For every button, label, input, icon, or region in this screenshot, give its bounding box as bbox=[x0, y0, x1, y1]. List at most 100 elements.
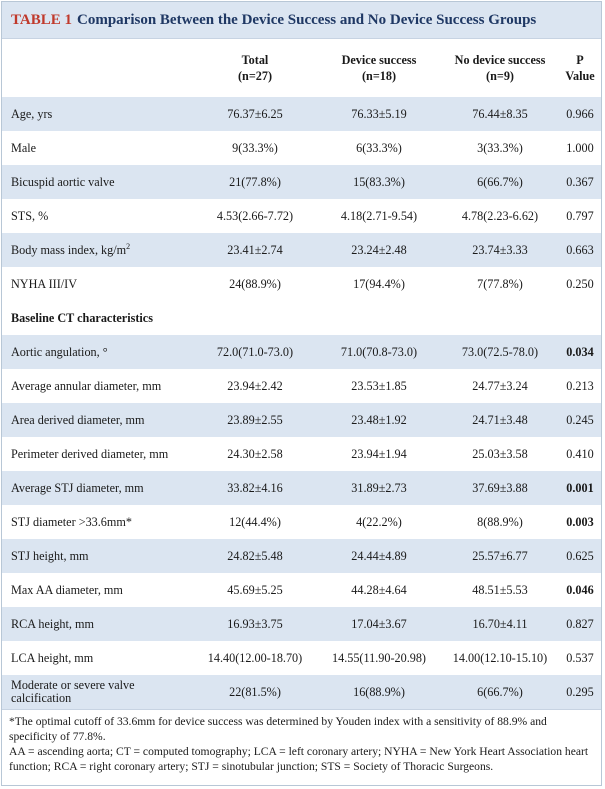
cell-no-device-success: 8(88.9%) bbox=[477, 514, 523, 529]
table-row: LCA height, mm 14.40(12.00-18.70) 14.55(11… bbox=[2, 641, 601, 675]
header-row: Total (n=27) Device success (n=18) No devi… bbox=[2, 39, 601, 97]
cell-no-device-success: 6(66.7%) bbox=[441, 165, 559, 199]
cell-p-value: 0.625 bbox=[559, 539, 601, 573]
cell-device-success: 23.48±1.92 bbox=[317, 403, 441, 437]
cell-device-success: 15(83.3%) bbox=[317, 165, 441, 199]
cell-no-device-success: 73.0(72.5-78.0) bbox=[441, 335, 559, 369]
row-label: Area derived diameter, mm bbox=[2, 403, 193, 437]
cell-no-device-success: 16.70±4.11 bbox=[441, 607, 559, 641]
cell-device-success: 23.94±1.94 bbox=[351, 446, 407, 461]
footnote-abbreviations: AA = ascending aorta; CT = computed tomo… bbox=[9, 745, 589, 773]
table-row: Male 9(33.3%) 6(33.3%) 3(33.3%) 1.000 bbox=[2, 131, 601, 165]
row-label: Male bbox=[11, 140, 37, 155]
row-label: Average annular diameter, mm bbox=[11, 378, 162, 393]
row-label: Body mass index, kg/m2 bbox=[2, 233, 193, 267]
cell-no-device-success: 24.77±3.24 bbox=[472, 378, 528, 393]
cell-p-value: 1.000 bbox=[566, 140, 594, 155]
cell-device-success: 6(33.3%) bbox=[356, 140, 402, 155]
cell-device-success: 76.33±5.19 bbox=[317, 97, 441, 131]
cell-p-value: 0.966 bbox=[559, 97, 601, 131]
cell-device-success: 71.0(70.8-73.0) bbox=[317, 335, 441, 369]
cell-p-value: 0.034 bbox=[559, 335, 601, 369]
cell-total: 4.53(2.66-7.72) bbox=[216, 208, 294, 223]
cell-total: 23.89±2.55 bbox=[193, 403, 317, 437]
table-row: Age, yrs 76.37±6.25 76.33±5.19 76.44±8.35 0.… bbox=[2, 97, 601, 131]
row-label: STS, % bbox=[11, 208, 49, 223]
cell-total: 24.82±5.48 bbox=[193, 539, 317, 573]
row-label: STJ height, mm bbox=[2, 539, 193, 573]
cell-device-success: 16(88.9%) bbox=[317, 675, 441, 709]
cell-no-device-success: 37.69±3.88 bbox=[441, 471, 559, 505]
cell-device-success: 4(22.2%) bbox=[356, 514, 402, 529]
cell-no-device-success: 4.78(2.23-6.62) bbox=[461, 208, 539, 223]
header-p-value: P Value bbox=[565, 53, 595, 83]
row-label: Moderate or severe valve calcification bbox=[2, 675, 193, 709]
cell-total: 33.82±4.16 bbox=[193, 471, 317, 505]
cell-no-device-success: 48.51±5.53 bbox=[472, 582, 528, 597]
table-row: Bicuspid aortic valve 21(77.8%) 15(83.3%) 6… bbox=[2, 165, 601, 199]
cell-no-device-success: 3(33.3%) bbox=[477, 140, 523, 155]
cell-total: 12(44.4%) bbox=[229, 514, 281, 529]
table-footnotes: *The optimal cutoff of 33.6mm for device… bbox=[2, 709, 601, 774]
cell-p-value: 0.046 bbox=[566, 582, 594, 597]
cell-total: 23.41±2.74 bbox=[193, 233, 317, 267]
cell-total: 23.94±2.42 bbox=[227, 378, 283, 393]
cell-p-value: 0.367 bbox=[559, 165, 601, 199]
cell-no-device-success: 25.57±6.77 bbox=[441, 539, 559, 573]
header-total: Total (n=27) bbox=[237, 53, 273, 83]
cell-total: 24(88.9%) bbox=[229, 276, 281, 291]
cell-p-value: 0.213 bbox=[566, 378, 594, 393]
cell-p-value: 0.827 bbox=[559, 607, 601, 641]
cell-device-success: 24.44±4.89 bbox=[317, 539, 441, 573]
cell-device-success: 17.04±3.67 bbox=[317, 607, 441, 641]
cell-total: 76.37±6.25 bbox=[193, 97, 317, 131]
table-row: RCA height, mm 16.93±3.75 17.04±3.67 16.70±… bbox=[2, 607, 601, 641]
row-label: Age, yrs bbox=[2, 97, 193, 131]
table-row: Perimeter derived diameter, mm 24.30±2.58… bbox=[2, 437, 601, 471]
cell-no-device-success: 14.00(12.10-15.10) bbox=[452, 650, 548, 665]
table-row: NYHA III/IV 24(88.9%) 17(94.4%) 7(77.8%) 0.2… bbox=[2, 267, 601, 301]
cell-device-success: 31.89±2.73 bbox=[317, 471, 441, 505]
header-device-success: Device success (n=18) bbox=[341, 53, 417, 83]
row-label: Average STJ diameter, mm bbox=[2, 471, 193, 505]
table-row: Max AA diameter, mm 45.69±5.25 44.28±4.64 4… bbox=[2, 573, 601, 607]
header-empty bbox=[2, 39, 193, 97]
cell-total: 72.0(71.0-73.0) bbox=[193, 335, 317, 369]
table-row: Moderate or severe valve calcification 22… bbox=[2, 675, 601, 709]
cell-device-success: 23.53±1.85 bbox=[351, 378, 407, 393]
data-table: Total (n=27) Device success (n=18) No devi… bbox=[2, 39, 601, 709]
table-row: Body mass index, kg/m2 23.41±2.74 23.24±2.… bbox=[2, 233, 601, 267]
row-label: Perimeter derived diameter, mm bbox=[11, 446, 169, 461]
cell-p-value: 0.537 bbox=[566, 650, 594, 665]
section-label: Baseline CT characteristics bbox=[11, 310, 153, 325]
row-label: NYHA III/IV bbox=[11, 276, 78, 291]
cell-total: 24.30±2.58 bbox=[227, 446, 283, 461]
cell-total: 45.69±5.25 bbox=[227, 582, 283, 597]
cell-p-value: 0.001 bbox=[559, 471, 601, 505]
cell-p-value: 0.663 bbox=[559, 233, 601, 267]
footnote-cutoff: *The optimal cutoff of 33.6mm for device… bbox=[9, 715, 547, 743]
table-title: TABLE 1 Comparison Between the Device Su… bbox=[2, 2, 601, 39]
cell-device-success: 14.55(11.90-20.98) bbox=[332, 650, 426, 665]
section-header-row: Baseline CT characteristics bbox=[2, 301, 601, 335]
table-row: Average STJ diameter, mm 33.82±4.16 31.89±… bbox=[2, 471, 601, 505]
cell-no-device-success: 23.74±3.33 bbox=[441, 233, 559, 267]
row-label: Aortic angulation, ° bbox=[2, 335, 193, 369]
cell-p-value: 0.797 bbox=[566, 208, 594, 223]
table-row: STJ height, mm 24.82±5.48 24.44±4.89 25.57±… bbox=[2, 539, 601, 573]
cell-p-value: 0.003 bbox=[566, 514, 594, 529]
table-title-text: Comparison Between the Device Success an… bbox=[77, 11, 537, 28]
row-label: RCA height, mm bbox=[2, 607, 193, 641]
cell-p-value: 0.295 bbox=[559, 675, 601, 709]
cell-no-device-success: 25.03±3.58 bbox=[472, 446, 528, 461]
table-number: TABLE 1 bbox=[11, 11, 72, 28]
cell-device-success: 17(94.4%) bbox=[353, 276, 405, 291]
table-row: Aortic angulation, ° 72.0(71.0-73.0) 71.0(… bbox=[2, 335, 601, 369]
table-row: Average annular diameter, mm 23.94±2.42 23… bbox=[2, 369, 601, 403]
cell-total: 22(81.5%) bbox=[193, 675, 317, 709]
cell-no-device-success: 76.44±8.35 bbox=[441, 97, 559, 131]
table-row: Area derived diameter, mm 23.89±2.55 23.48… bbox=[2, 403, 601, 437]
cell-total: 9(33.3%) bbox=[232, 140, 278, 155]
cell-p-value: 0.250 bbox=[566, 276, 594, 291]
